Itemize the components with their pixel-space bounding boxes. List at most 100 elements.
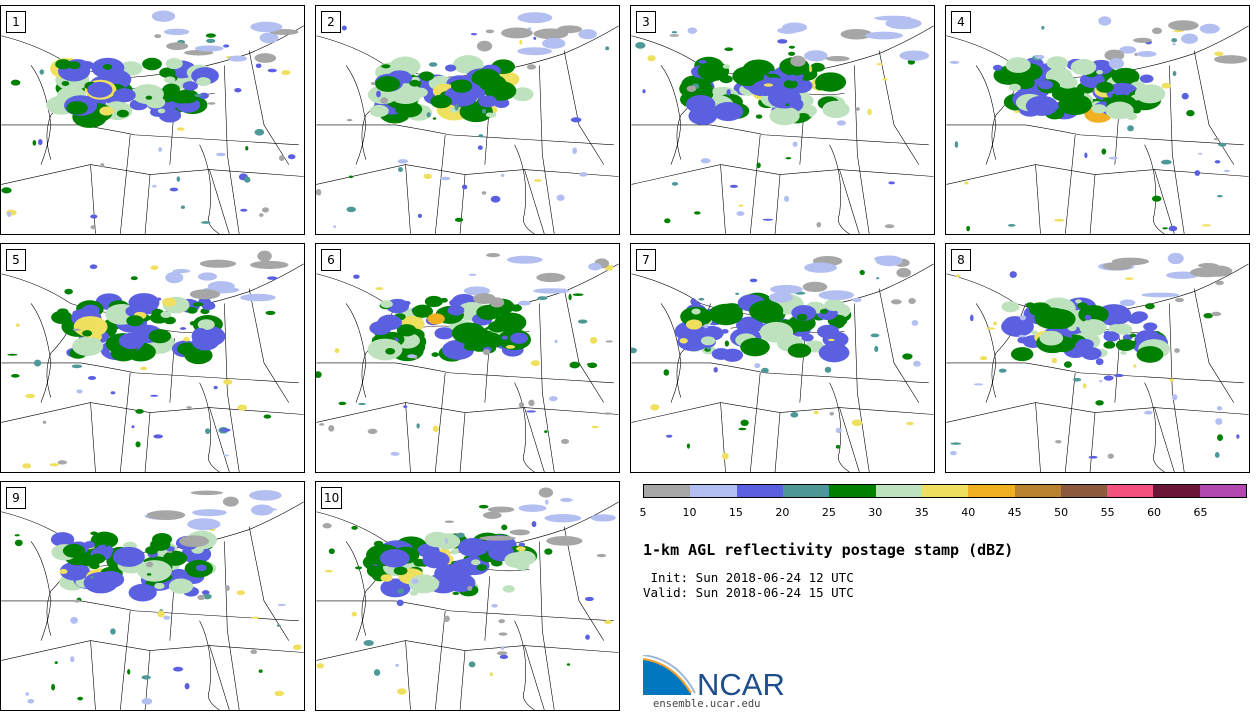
reflectivity-cell bbox=[1010, 347, 1034, 362]
colorbar-bin-11 bbox=[1153, 485, 1200, 497]
colorbar-tick-label: 50 bbox=[1054, 506, 1069, 519]
reflectivity-cell bbox=[150, 265, 159, 270]
reflectivity-cell bbox=[732, 66, 765, 87]
reflectivity-cell bbox=[223, 454, 229, 457]
reflectivity-cell bbox=[292, 644, 302, 651]
reflectivity-cell bbox=[666, 434, 673, 438]
reflectivity-cell bbox=[223, 44, 230, 48]
reflectivity-cell bbox=[911, 320, 919, 326]
map-boundary bbox=[1, 600, 299, 622]
reflectivity-cell bbox=[201, 590, 210, 595]
reflectivity-cell bbox=[1136, 51, 1157, 57]
reflectivity-cell bbox=[1213, 137, 1220, 141]
reflectivity-cell bbox=[96, 577, 107, 583]
reflectivity-cell bbox=[191, 333, 220, 351]
reflectivity-cell bbox=[62, 543, 86, 558]
reflectivity-cell bbox=[712, 102, 744, 122]
reflectivity-cell bbox=[1129, 333, 1137, 338]
reflectivity-cell bbox=[25, 393, 36, 399]
reflectivity-cell bbox=[198, 92, 209, 99]
reflectivity-cell bbox=[1084, 314, 1092, 321]
reflectivity-cell bbox=[1039, 330, 1064, 346]
reflectivity-cell bbox=[463, 342, 478, 351]
map-boundary bbox=[720, 164, 860, 234]
map-boundary bbox=[660, 65, 682, 165]
reflectivity-cell bbox=[719, 75, 733, 84]
reflectivity-cell bbox=[367, 428, 378, 435]
reflectivity-cell bbox=[396, 599, 404, 607]
reflectivity-cell bbox=[245, 146, 249, 151]
reflectivity-cell bbox=[698, 60, 707, 64]
reflectivity-cell bbox=[380, 97, 388, 104]
reflectivity-cell bbox=[1223, 169, 1230, 173]
reflectivity-cell bbox=[276, 624, 281, 627]
reflectivity-cell bbox=[840, 28, 873, 40]
ensemble-member-panel: 7 bbox=[630, 243, 935, 473]
reflectivity-cell bbox=[1134, 84, 1166, 104]
reflectivity-cell bbox=[835, 427, 842, 434]
reflectivity-cell bbox=[1084, 152, 1088, 159]
reflectivity-cell bbox=[693, 211, 701, 215]
reflectivity-cell bbox=[250, 649, 258, 655]
reflectivity-cell bbox=[1141, 292, 1180, 298]
reflectivity-cell bbox=[328, 548, 335, 555]
reflectivity-cell bbox=[68, 61, 81, 70]
reflectivity-cell bbox=[471, 68, 501, 87]
reflectivity-cell bbox=[1058, 94, 1092, 116]
reflectivity-cell bbox=[89, 553, 106, 564]
reflectivity-cell bbox=[440, 176, 451, 181]
map-boundary bbox=[345, 303, 367, 403]
reflectivity-cell bbox=[222, 496, 239, 507]
ensemble-member-panel: 6 bbox=[315, 243, 620, 473]
map-boundary bbox=[30, 303, 52, 403]
reflectivity-cell bbox=[796, 313, 808, 321]
chart-title: 1-km AGL reflectivity postage stamp (dBZ… bbox=[643, 541, 1014, 559]
reflectivity-cell bbox=[769, 106, 800, 126]
reflectivity-cell bbox=[1161, 82, 1171, 89]
reflectivity-cell bbox=[234, 87, 242, 93]
ensemble-member-panel: 8 bbox=[945, 243, 1250, 473]
reflectivity-cell bbox=[71, 364, 83, 369]
reflectivity-cell bbox=[397, 159, 409, 164]
reflectivity-cell bbox=[184, 683, 190, 690]
reflectivity-cell bbox=[755, 114, 763, 119]
reflectivity-cell bbox=[66, 101, 88, 115]
reflectivity-cell bbox=[829, 411, 835, 416]
reflectivity-cell bbox=[1082, 383, 1087, 389]
reflectivity-cell bbox=[176, 176, 181, 182]
reflectivity-cell bbox=[186, 406, 192, 409]
reflectivity-cell bbox=[57, 460, 68, 465]
reflectivity-cell bbox=[477, 145, 483, 150]
reflectivity-cell bbox=[763, 83, 774, 87]
reflectivity-map bbox=[631, 255, 934, 472]
map-boundary bbox=[30, 541, 52, 641]
reflectivity-cell bbox=[72, 336, 104, 357]
reflectivity-cell bbox=[1139, 74, 1154, 84]
reflectivity-cell bbox=[690, 298, 697, 305]
reflectivity-cell bbox=[169, 187, 179, 192]
reflectivity-cell bbox=[572, 147, 578, 155]
reflectivity-cell bbox=[81, 304, 100, 316]
reflectivity-cell bbox=[257, 250, 272, 262]
reflectivity-cell bbox=[813, 410, 819, 415]
reflectivity-cell bbox=[1168, 225, 1178, 232]
reflectivity-cell bbox=[1198, 263, 1219, 268]
reflectivity-cell bbox=[476, 304, 501, 320]
map-boundary bbox=[854, 50, 920, 234]
reflectivity-cell bbox=[487, 506, 515, 513]
reflectivity-cell bbox=[220, 428, 231, 432]
reflectivity-cell bbox=[353, 274, 360, 279]
reflectivity-cell bbox=[511, 87, 534, 102]
reflectivity-colorbar bbox=[643, 484, 1247, 498]
reflectivity-cell bbox=[39, 69, 45, 75]
reflectivity-cell bbox=[711, 348, 731, 360]
map-boundary bbox=[316, 600, 614, 622]
reflectivity-cell bbox=[518, 402, 525, 408]
reflectivity-cell bbox=[179, 535, 210, 548]
reflectivity-cell bbox=[197, 319, 215, 330]
reflectivity-cell bbox=[736, 211, 745, 216]
reflectivity-cell bbox=[973, 383, 984, 386]
reflectivity-cell bbox=[605, 46, 610, 51]
reflectivity-cell bbox=[154, 34, 162, 39]
reflectivity-cell bbox=[148, 329, 172, 344]
